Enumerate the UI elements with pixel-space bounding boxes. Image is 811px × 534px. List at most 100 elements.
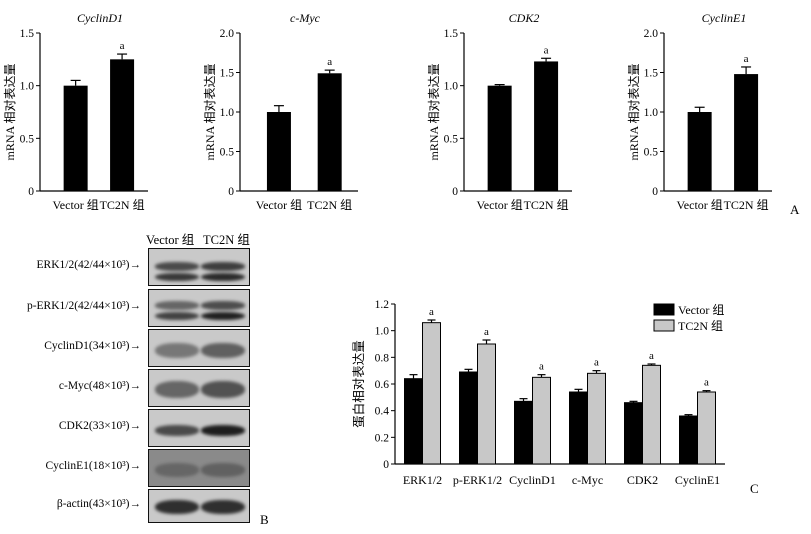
significance-mark: a [429, 306, 434, 318]
blot-row-label: CyclinD1(34×10³)→ [44, 340, 141, 352]
protein-band [155, 312, 199, 321]
blot-strip [148, 409, 250, 447]
bar [110, 59, 135, 192]
y-tick-label: 1.0 [375, 326, 390, 338]
bar [587, 372, 606, 465]
chart-title: c-Myc [290, 11, 321, 25]
y-tick-label: 0.5 [20, 133, 35, 145]
significance-mark: a [120, 40, 125, 52]
chart-title: CyclinE1 [702, 11, 747, 25]
x-tick-label: c-Myc [572, 473, 603, 487]
protein-band [155, 381, 199, 399]
mrna-chart-4: CyclinE1 mRNA 相对表达量 0 0.5 1.0 1.5 2.0 Vector 组 a… [627, 11, 772, 212]
y-tick-label: 0 [383, 459, 389, 471]
blot-column-header: TC2N 组 [203, 233, 250, 247]
significance-mark: a [594, 357, 599, 369]
x-tick-label: TC2N 组 [307, 198, 352, 212]
bar [404, 378, 423, 465]
panel-letter-a: A [790, 202, 800, 217]
y-tick-label: 0 [228, 186, 234, 198]
legend-label: TC2N 组 [678, 319, 723, 333]
y-tick-label: 0 [452, 186, 458, 198]
blot-strip [148, 248, 250, 286]
protein-band [201, 262, 245, 271]
significance-mark: a [649, 350, 654, 362]
y-tick-label: 0.5 [444, 133, 459, 145]
x-tick-label: CDK2 [627, 473, 658, 487]
protein-band [155, 272, 199, 281]
protein-band [201, 463, 245, 477]
protein-band [201, 425, 245, 436]
protein-band [155, 301, 199, 310]
y-tick-label: 2.0 [220, 28, 235, 40]
bar [734, 74, 759, 191]
y-tick-label: 1.0 [220, 107, 235, 119]
protein-band [201, 272, 245, 281]
blot-row-label: CDK2(33×10³)→ [58, 420, 141, 432]
blot-strip [148, 489, 250, 523]
y-tick-label: 0.5 [220, 147, 235, 159]
y-tick-label: 2.0 [644, 28, 659, 40]
x-tick-label: TC2N 组 [100, 198, 145, 212]
bar [532, 376, 551, 465]
x-tick-label: Vector 组 [256, 198, 302, 212]
panel-c-chart: 蛋白相对表达量 0 0.2 0.4 0.6 0.8 1.0 1.2 ERK1/2 a p-ERK1/… [351, 299, 725, 487]
y-tick-label: 1.0 [644, 107, 659, 119]
bar [63, 85, 88, 191]
y-tick-label: 1.0 [444, 81, 459, 93]
blot-row-label: CyclinE1(18×10³)→ [45, 460, 141, 472]
y-tick-label: 0.8 [375, 352, 390, 364]
significance-mark: a [544, 44, 549, 56]
mrna-chart-3: CDK2 mRNA 相对表达量 0 0.5 1.0 1.5 Vector 组 a TC2N 组 [427, 11, 572, 212]
x-tick-label: CyclinE1 [675, 473, 720, 487]
blot-strip [148, 289, 250, 327]
bar [534, 61, 559, 191]
x-tick-label: TC2N 组 [724, 198, 769, 212]
protein-band [201, 381, 245, 399]
panel-letter-b: B [260, 512, 269, 527]
blot-row-label: β-actin(43×10³)→ [56, 498, 141, 510]
significance-mark: a [539, 361, 544, 373]
x-tick-label: Vector 组 [52, 198, 98, 212]
protein-band [155, 463, 199, 477]
blot-row-label: ERK1/2(42/44×10³)→ [36, 259, 141, 271]
protein-band [201, 343, 245, 359]
blot-column-header: Vector 组 [146, 233, 195, 247]
protein-band [155, 343, 199, 359]
y-axis-label: mRNA 相对表达量 [627, 63, 641, 160]
x-tick-label: Vector 组 [476, 198, 522, 212]
protein-band [155, 500, 199, 515]
blot-row-label: p-ERK1/2(42/44×10³)→ [26, 300, 141, 312]
protein-band [201, 301, 245, 310]
y-tick-label: 0 [28, 186, 34, 198]
bar [679, 415, 698, 465]
y-tick-label: 0.6 [375, 379, 390, 391]
protein-band [155, 262, 199, 271]
x-tick-label: ERK1/2 [403, 473, 442, 487]
y-tick-label: 1.5 [20, 28, 35, 40]
bar [422, 322, 441, 465]
bar [266, 112, 291, 191]
y-tick-label: 0.4 [375, 406, 390, 418]
chart-title: CDK2 [509, 11, 540, 25]
bar [642, 364, 661, 465]
bar [697, 391, 716, 465]
x-tick-label: p-ERK1/2 [453, 473, 502, 487]
y-tick-label: 1.5 [220, 68, 235, 80]
x-tick-label: CyclinD1 [509, 473, 556, 487]
bar [624, 402, 643, 465]
y-tick-label: 0.5 [644, 147, 659, 159]
y-tick-label: 0 [652, 186, 658, 198]
blot-strip [148, 329, 250, 367]
x-tick-label: TC2N 组 [524, 198, 569, 212]
significance-mark: a [704, 377, 709, 389]
y-tick-label: 1.5 [444, 28, 459, 40]
mrna-chart-2: c-Myc mRNA 相对表达量 0 0.5 1.0 1.5 2.0 Vector 组 a TC2… [203, 11, 358, 212]
y-axis-label: mRNA 相对表达量 [203, 63, 217, 160]
y-tick-label: 1.0 [20, 81, 35, 93]
panel-a-charts: CyclinD1 mRNA 相对表达量 0 0.5 1.0 1.5 Vector 组 a TC2… [3, 11, 772, 212]
protein-band [155, 425, 199, 436]
significance-mark: a [484, 326, 489, 338]
y-tick-label: 1.2 [375, 299, 390, 311]
y-axis-label: mRNA 相对表达量 [3, 63, 17, 160]
